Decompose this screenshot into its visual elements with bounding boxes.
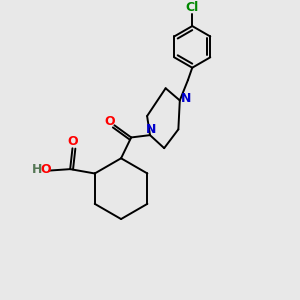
Text: O: O — [104, 115, 115, 128]
Text: Cl: Cl — [186, 1, 199, 14]
Text: O: O — [68, 135, 78, 148]
Text: N: N — [181, 92, 191, 106]
Text: N: N — [146, 123, 156, 136]
Text: H: H — [32, 163, 42, 176]
Text: O: O — [40, 163, 51, 176]
